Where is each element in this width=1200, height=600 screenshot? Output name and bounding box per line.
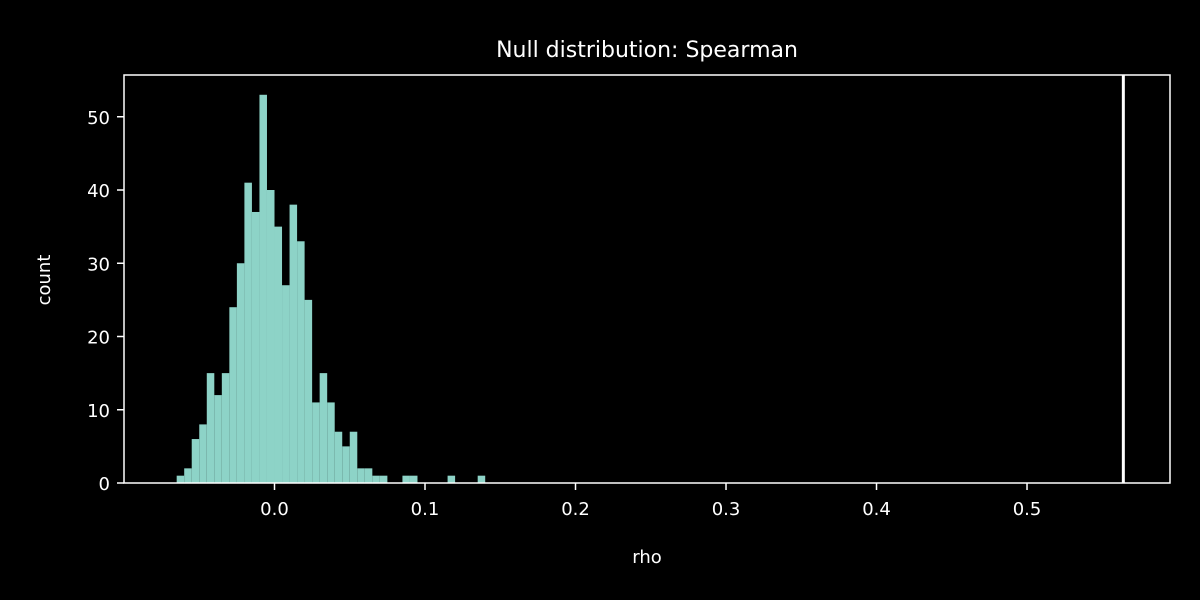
histogram-bar	[259, 94, 267, 484]
y-tick-label: 50	[87, 108, 110, 129]
histogram-bar	[327, 402, 335, 483]
y-tick-label: 10	[87, 401, 110, 422]
x-tick-label: 0.4	[862, 499, 891, 520]
x-tick-label: 0.5	[1013, 499, 1042, 520]
y-tick-label: 40	[87, 181, 110, 202]
histogram-bar	[379, 475, 388, 483]
histogram-bar	[176, 475, 185, 483]
histogram-bar	[221, 373, 230, 483]
histogram-bar	[402, 475, 410, 483]
histogram-bar	[289, 204, 298, 483]
plot-frame	[123, 74, 1171, 484]
histogram-bar	[319, 373, 328, 483]
histogram-bar	[312, 402, 320, 483]
y-axis-label: count	[34, 255, 55, 306]
y-tick-label: 20	[87, 328, 110, 349]
histogram-bar	[229, 307, 237, 483]
histogram-bar	[372, 475, 380, 483]
histogram-bar	[236, 263, 245, 483]
histogram-bar	[334, 431, 343, 483]
histogram-bar	[409, 475, 418, 483]
histogram-bar	[342, 446, 350, 483]
histogram-bar	[357, 468, 365, 483]
x-tick-label: 0.0	[260, 499, 289, 520]
histogram-bar	[282, 285, 290, 483]
histogram-bar	[349, 431, 358, 483]
x-axis-label: rho	[632, 547, 662, 568]
histogram-bar	[266, 190, 275, 483]
histogram-bar	[274, 226, 283, 483]
histogram-bar	[244, 182, 252, 484]
histogram-bar	[364, 468, 373, 483]
x-tick-label: 0.3	[712, 499, 741, 520]
histogram-bar	[214, 395, 222, 483]
histogram-bar	[304, 299, 313, 483]
histogram-bar	[199, 424, 207, 483]
histogram-bar	[297, 241, 305, 483]
histogram-bar	[477, 475, 486, 483]
x-tick-label: 0.2	[561, 499, 590, 520]
x-tick-label: 0.1	[411, 499, 440, 520]
histogram-bar	[206, 373, 215, 483]
y-tick-label: 0	[99, 474, 110, 495]
histogram-bar	[191, 439, 200, 483]
histogram-bar	[447, 475, 456, 483]
histogram-bar	[184, 468, 192, 483]
histogram-bar	[251, 211, 260, 483]
y-tick-label: 30	[87, 254, 110, 275]
chart-title: Null distribution: Spearman	[496, 38, 798, 63]
